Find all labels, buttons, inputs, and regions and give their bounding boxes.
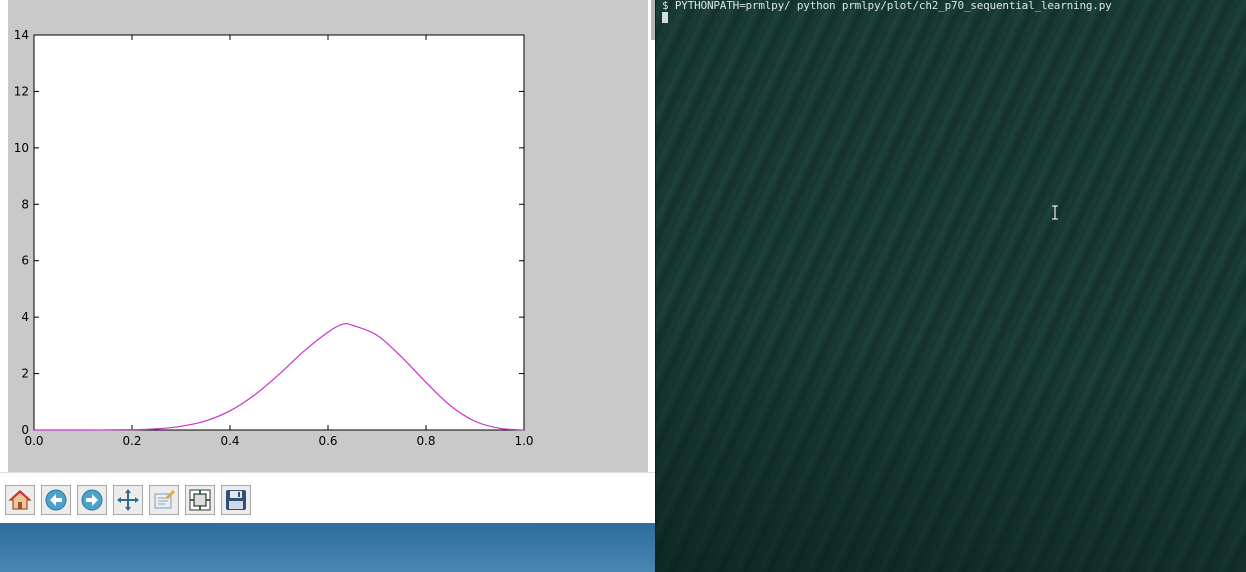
forward-button[interactable]	[77, 485, 107, 515]
terminal-command-line: $ PYTHONPATH=prmlpy/ python prmlpy/plot/…	[662, 0, 1112, 12]
save-button[interactable]	[221, 485, 251, 515]
matplotlib-figure-window: 0.0 0.2 0.4 0.6 0.8 1.0 0 2 4 6 8 10 12 14	[0, 0, 656, 523]
x-tick-label: 0.0	[24, 434, 43, 448]
y-tick-label: 14	[14, 28, 29, 42]
series-line	[33, 322, 525, 431]
home-icon	[8, 490, 32, 510]
back-icon	[45, 489, 67, 511]
configure-subplots-icon	[189, 489, 211, 511]
axes-frame	[33, 34, 525, 431]
configure-subplots-button[interactable]	[185, 485, 215, 515]
y-tick-label: 6	[21, 254, 29, 268]
pan-icon	[117, 489, 139, 511]
y-tick-label: 12	[14, 84, 29, 98]
x-tick-label: 0.8	[416, 434, 435, 448]
figure-canvas: 0.0 0.2 0.4 0.6 0.8 1.0 0 2 4 6 8 10 12 14	[8, 0, 656, 472]
y-tick-label: 8	[21, 197, 29, 211]
y-tick-label: 10	[14, 141, 29, 155]
zoom-icon	[154, 490, 175, 509]
x-tick-label: 0.2	[122, 434, 141, 448]
save-icon	[226, 490, 246, 510]
text-cursor-icon	[1052, 205, 1058, 220]
terminal-window[interactable]: $ PYTHONPATH=prmlpy/ python prmlpy/plot/…	[656, 0, 1246, 572]
x-tick-label: 0.4	[220, 434, 239, 448]
scrollbar[interactable]	[651, 0, 656, 40]
zoom-button[interactable]	[149, 485, 179, 515]
pan-button[interactable]	[113, 485, 143, 515]
home-button[interactable]	[5, 485, 35, 515]
back-button[interactable]	[41, 485, 71, 515]
y-tick-label: 0	[21, 423, 29, 437]
terminal-cursor	[662, 12, 668, 23]
x-tick-label: 1.0	[514, 434, 533, 448]
plot-area[interactable]: 0.0 0.2 0.4 0.6 0.8 1.0 0 2 4 6 8 10 12 14	[8, 0, 648, 472]
y-tick-label: 4	[21, 310, 29, 324]
forward-icon	[81, 489, 103, 511]
navigation-toolbar	[0, 472, 655, 523]
x-tick-label: 0.6	[318, 434, 337, 448]
y-tick-label: 2	[21, 367, 29, 381]
